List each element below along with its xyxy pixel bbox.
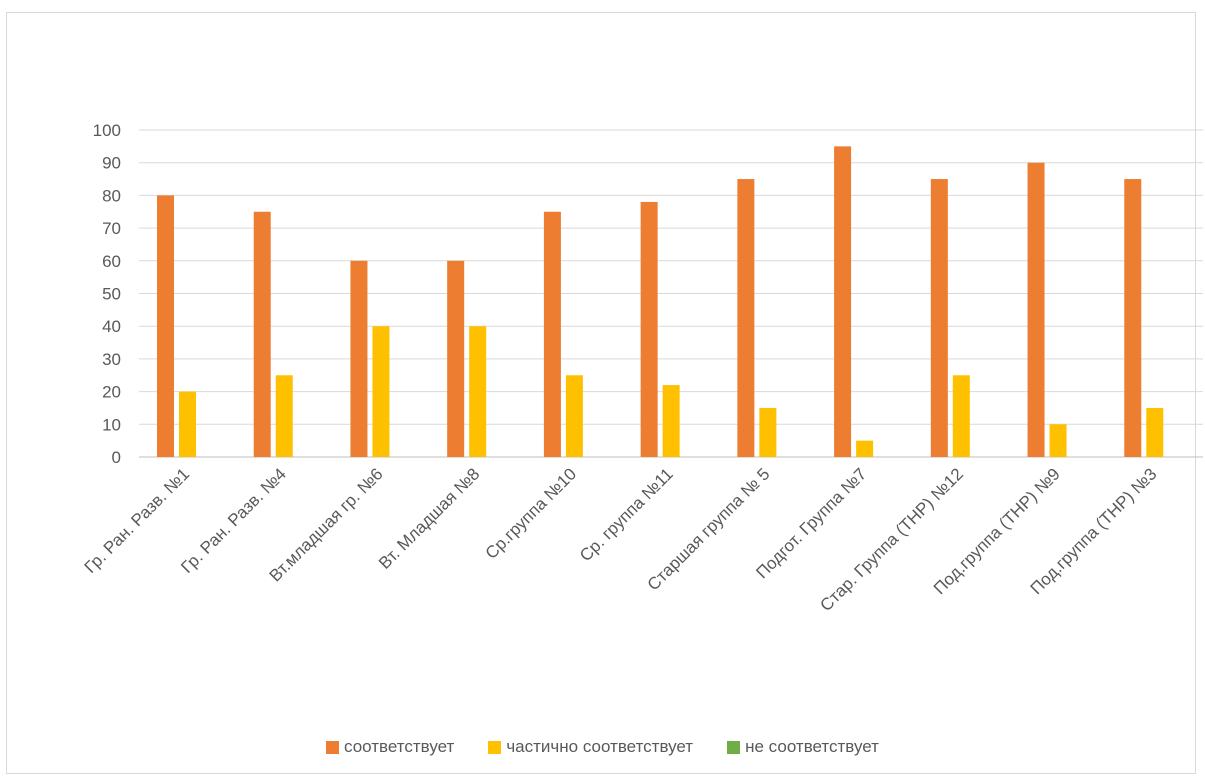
legend-label-not-matches: не соответствует — [745, 737, 879, 756]
y-tick-label-20: 20 — [102, 383, 121, 402]
legend-item-partially-matches[interactable]: частично соответствует — [488, 737, 693, 757]
y-tick-label-10: 10 — [102, 415, 121, 434]
legend-item-not-matches[interactable]: не соответствует — [727, 737, 879, 757]
bar-1-8 — [952, 375, 970, 457]
bar-1-6 — [759, 407, 777, 457]
bar-0-10 — [1124, 179, 1142, 458]
bar-0-1 — [253, 211, 271, 457]
bar-1-4 — [565, 375, 583, 457]
bar-0-2 — [350, 260, 368, 457]
bar-1-1 — [275, 375, 293, 457]
bar-1-10 — [1146, 407, 1164, 457]
x-tick-label-5: Ср. группа №11 — [576, 464, 677, 565]
bar-0-3 — [447, 260, 465, 457]
legend-item-matches[interactable]: соответствует — [326, 737, 454, 757]
bar-0-8 — [930, 179, 948, 458]
bar-0-7 — [834, 146, 852, 457]
bar-1-7 — [856, 440, 874, 457]
bar-1-2 — [372, 326, 390, 457]
bar-1-0 — [179, 391, 196, 457]
y-tick-label-50: 50 — [102, 285, 121, 304]
y-tick-label-40: 40 — [102, 317, 121, 336]
x-tick-label-0: Гр. Ран. Разв. №1 — [81, 464, 194, 577]
y-tick-label-70: 70 — [102, 219, 121, 238]
legend-swatch-partially-matches — [488, 740, 502, 754]
y-tick-label-0: 0 — [112, 448, 121, 467]
bar-0-6 — [737, 179, 755, 458]
x-tick-label-3: Вт. Младшая №8 — [375, 464, 483, 572]
legend-swatch-matches — [326, 740, 340, 754]
bar-1-9 — [1049, 424, 1067, 457]
legend-label-matches: соответствует — [344, 737, 455, 756]
y-tick-label-80: 80 — [102, 186, 121, 205]
y-tick-label-60: 60 — [102, 252, 121, 271]
bar-1-5 — [662, 385, 680, 457]
y-tick-label-100: 100 — [93, 121, 121, 140]
bar-0-5 — [640, 201, 658, 457]
chart-frame — [6, 12, 1196, 774]
legend: соответствует частично соответствует не … — [0, 735, 1205, 759]
x-tick-label-1: Гр. Ран. Разв. №4 — [177, 464, 290, 577]
bar-0-9 — [1027, 162, 1045, 457]
y-tick-label-30: 30 — [102, 350, 121, 369]
legend-label-partially-matches: частично соответствует — [506, 737, 694, 756]
legend-swatch-not-matches — [727, 740, 741, 754]
y-tick-label-90: 90 — [102, 154, 121, 173]
x-tick-label-4: Ср.группа №10 — [482, 464, 580, 562]
bar-0-0 — [157, 195, 174, 457]
bar-1-3 — [469, 326, 487, 457]
bar-0-4 — [543, 211, 561, 457]
